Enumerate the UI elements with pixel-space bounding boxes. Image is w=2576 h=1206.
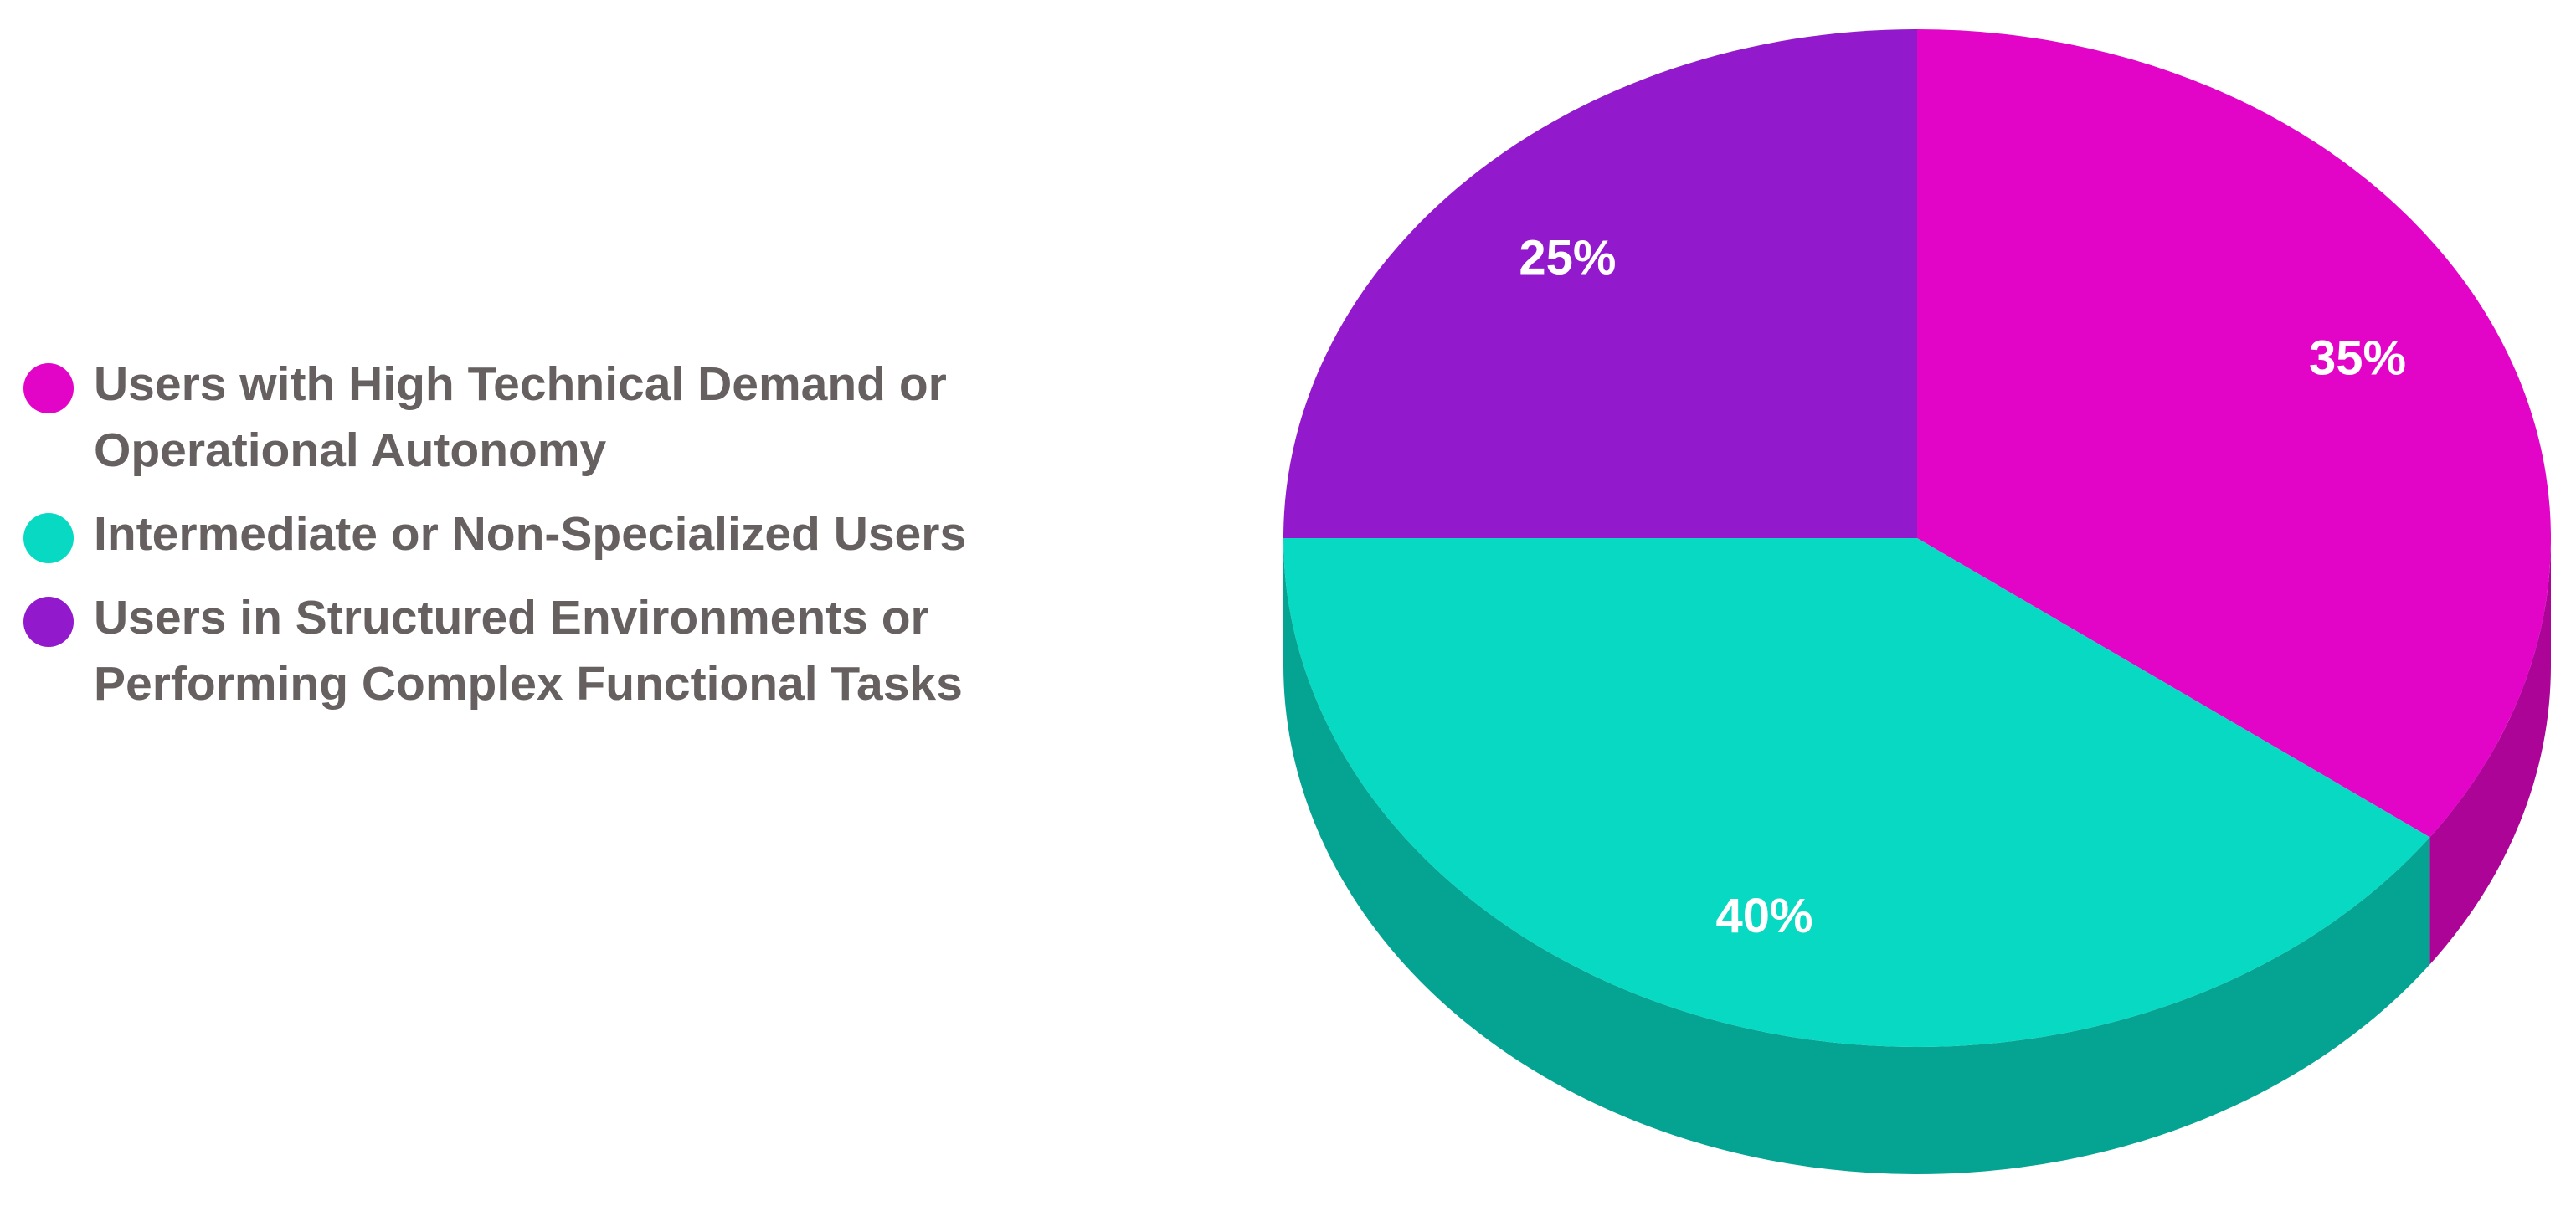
legend-swatch-magenta: [23, 363, 74, 413]
slice-value-label-intermediate-users: 40%: [1715, 889, 1812, 943]
pie-label-layer: 35% 40% 25%: [1519, 231, 2406, 943]
legend-swatch-purple: [23, 597, 74, 647]
slice-value-label-structured-environments: 25%: [1519, 231, 1616, 285]
pie-slice-side-high-technical-demand: [2429, 538, 2551, 965]
pie-slice-side-intermediate-users: [1283, 538, 2430, 1175]
legend-item-structured-environments[interactable]: Users in Structured Environments or Perf…: [23, 585, 1011, 717]
pie-side-layer: [1283, 538, 2551, 1175]
legend-item-intermediate-users[interactable]: Intermediate or Non-Specialized Users: [23, 501, 1011, 567]
slice-value-label-high-technical-demand: 35%: [2309, 331, 2406, 386]
pie-top-layer: [1283, 29, 2552, 1048]
legend-label: Intermediate or Non-Specialized Users: [94, 507, 967, 561]
pie-slice-intermediate-users[interactable]: [1283, 538, 2430, 1048]
pie-slice-high-technical-demand[interactable]: [1917, 29, 2552, 838]
legend-item-high-technical-demand[interactable]: Users with High Technical Demand or Oper…: [23, 352, 1011, 484]
chart-legend: Users with High Technical Demand or Oper…: [23, 352, 1011, 735]
legend-swatch-teal: [23, 513, 74, 563]
pie-slice-structured-environments[interactable]: [1283, 29, 1917, 538]
legend-label: Users with High Technical Demand or Oper…: [94, 357, 947, 477]
legend-label: Users in Structured Environments or Perf…: [94, 591, 963, 711]
